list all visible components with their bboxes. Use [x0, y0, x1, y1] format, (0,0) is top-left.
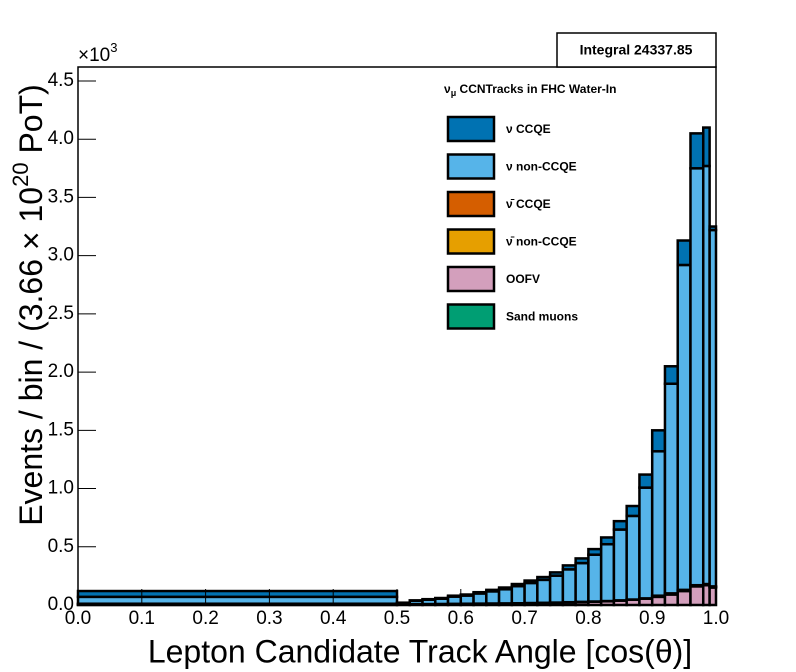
x-tick-label: 0.1	[129, 608, 155, 629]
bar-segment	[625, 504, 641, 518]
bar-segment	[676, 263, 692, 592]
x-tick-label: 0.7	[511, 608, 537, 629]
y-tick-label: 3.0	[48, 245, 74, 266]
integral-label: Integral 24337.85	[580, 42, 693, 58]
bar-segment	[434, 596, 450, 600]
y-multiplier-exp: 3	[110, 40, 117, 55]
bar-segment	[548, 574, 565, 604]
bar-segment	[708, 228, 718, 588]
y-tick-label: 3.5	[48, 186, 74, 207]
legend-swatch	[446, 303, 496, 330]
bar-segment	[536, 575, 552, 582]
bar-segment	[421, 597, 437, 602]
bar-segment	[510, 584, 526, 605]
y-multiplier-base: ×10	[78, 45, 110, 66]
y-tick-label: 1.0	[48, 478, 74, 499]
legend-swatch	[446, 228, 496, 255]
bar-segment	[689, 167, 705, 587]
legend-title-rest: CCNTracks in FHC Water-In	[456, 82, 616, 96]
legend-label: ν̄ non-CCQE	[506, 235, 577, 249]
bar-segment	[536, 578, 552, 605]
bar-segment	[625, 514, 641, 601]
bar-segment	[523, 579, 539, 585]
bar-segment	[663, 365, 679, 385]
bar-segment	[663, 382, 679, 595]
legend-label: ν non-CCQE	[506, 160, 577, 174]
x-tick-label: 0.8	[575, 608, 601, 629]
legend-title-symbol: ν	[444, 82, 451, 96]
bar-segment	[708, 586, 718, 607]
bar-segment	[612, 519, 628, 531]
bar-segment	[561, 564, 577, 571]
bar-segment	[650, 429, 667, 453]
bar-segment	[676, 239, 692, 267]
legend-title: νμ CCNTracks in FHC Water-In	[444, 82, 616, 98]
bar-segment	[587, 547, 603, 556]
legend-label: ν CCQE	[506, 122, 551, 136]
bar-segment	[574, 557, 590, 565]
bar-segment	[446, 594, 463, 598]
legend-label: OOFV	[506, 272, 540, 286]
legend-label: ν̄ CCQE	[506, 197, 551, 211]
y-multiplier: ×103	[78, 40, 117, 66]
legend-swatch	[446, 265, 496, 293]
bar-segment	[523, 581, 539, 605]
legend-swatch	[446, 115, 496, 143]
y-tick-label: 2.0	[48, 361, 74, 382]
stats-box	[556, 32, 717, 68]
y-tick-label: 0.5	[48, 536, 74, 557]
x-tick-label: 0.4	[320, 608, 347, 629]
x-tick-label: 0.2	[192, 608, 218, 629]
bar-segment	[612, 528, 628, 602]
bar-segment	[497, 586, 514, 591]
y-tick-label: 4.0	[48, 128, 74, 149]
x-tick-label: 0.9	[639, 608, 665, 629]
bar-segment	[650, 450, 667, 597]
bar-segment	[510, 582, 526, 588]
bar-segment	[599, 536, 616, 546]
bar-segment	[689, 585, 705, 607]
legend-title-sub: μ	[451, 88, 457, 98]
bar-segment	[599, 542, 616, 603]
x-tick-label: 0.5	[384, 608, 410, 629]
y-axis-label-sup: 20	[8, 162, 33, 186]
bar-segment	[676, 589, 692, 607]
bar-segment	[561, 568, 577, 604]
bar-segment	[459, 593, 475, 597]
y-tick-label: 4.5	[48, 70, 74, 91]
bar-segment	[472, 592, 488, 605]
bar-segment	[472, 590, 488, 595]
bar-segment	[663, 593, 679, 607]
y-axis-label: Events / bin / (3.66 × 1020 PoT)	[8, 84, 50, 526]
x-axis-label: Lepton Candidate Track Angle [cos(θ)]	[148, 633, 692, 669]
x-tick-label: 0.3	[256, 608, 282, 629]
bar-segment	[638, 486, 654, 600]
bar-segment	[485, 588, 501, 593]
x-tick-label: 0.0	[65, 608, 91, 629]
y-tick-label: 1.5	[48, 419, 74, 440]
legend-swatch	[446, 190, 496, 218]
y-axis-label-main: Events / bin / (3.66 × 10	[13, 187, 49, 526]
bar-segment	[701, 126, 711, 168]
y-tick-label: 2.5	[48, 303, 74, 324]
y-axis-label-end: PoT)	[13, 84, 49, 162]
legend-label: Sand muons	[506, 310, 578, 324]
legend-swatch	[446, 153, 496, 180]
bar-segment	[485, 590, 501, 605]
x-tick-label: 0.6	[448, 608, 474, 629]
bar-segment	[638, 473, 654, 489]
bar-segment	[497, 588, 514, 605]
y-tick-label: 0.0	[48, 594, 74, 615]
bar-segment	[587, 553, 603, 603]
x-tick-label: 1.0	[703, 608, 729, 629]
bar-segment	[548, 571, 565, 577]
bar-segment	[708, 225, 718, 232]
bar-segment	[574, 561, 590, 604]
bar-segment	[76, 589, 399, 599]
bar-segment	[689, 132, 705, 170]
